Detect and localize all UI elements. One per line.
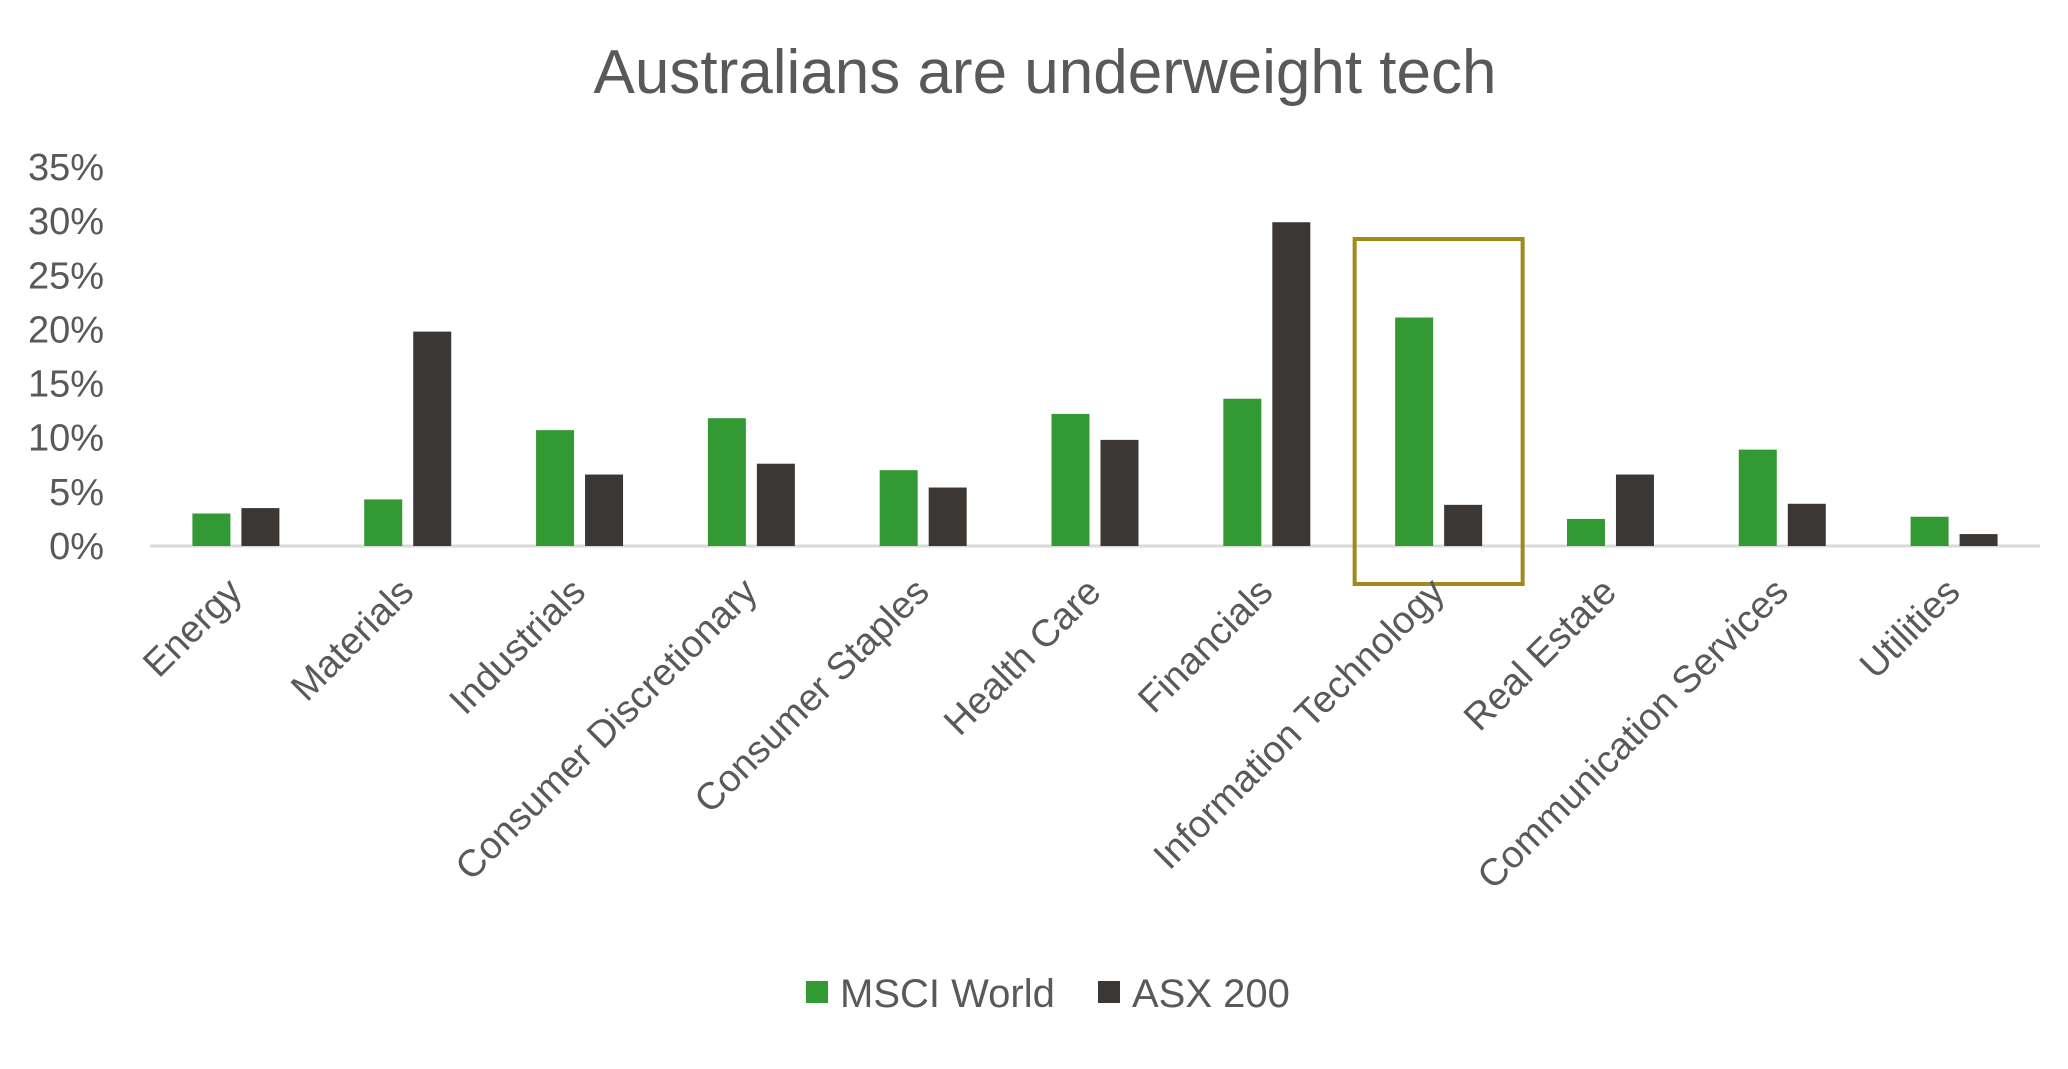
bar-msci-world <box>536 430 575 546</box>
bar-asx-200 <box>928 487 967 546</box>
bar-msci-world <box>1566 518 1605 546</box>
y-tick-label: 20% <box>28 309 104 351</box>
bar-asx-200 <box>1100 439 1139 546</box>
y-axis: 0% 5% 10% 15% 20% 25% 30% 35% <box>28 147 104 568</box>
bar-asx-200 <box>756 463 795 546</box>
y-tick-label: 0% <box>49 526 104 568</box>
y-tick-label: 10% <box>28 418 104 460</box>
bar-asx-200 <box>1615 474 1654 546</box>
x-tick-label: Information Technology <box>1146 571 1453 878</box>
bar-msci-world <box>1910 516 1949 546</box>
y-tick-label: 15% <box>28 364 104 406</box>
x-tick-label: Health Care <box>936 571 1109 744</box>
bar-msci-world <box>707 418 746 546</box>
y-tick-label: 25% <box>28 255 104 297</box>
bar-msci-world <box>192 513 231 546</box>
legend-label: MSCI World <box>840 972 1055 1016</box>
bar-msci-world <box>1738 449 1777 546</box>
x-tick-label: Energy <box>135 571 250 686</box>
legend-label: ASX 200 <box>1132 972 1290 1016</box>
bar-asx-200 <box>1787 503 1826 546</box>
bar-asx-200 <box>1272 222 1311 546</box>
x-tick-label: Communication Services <box>1470 571 1797 898</box>
y-tick-label: 35% <box>28 147 104 189</box>
bar-msci-world <box>364 499 403 546</box>
highlight-group <box>1352 237 1525 586</box>
x-tick-label: Industrials <box>442 571 594 723</box>
x-tick-label: Materials <box>283 571 422 710</box>
bar-msci-world <box>1395 317 1434 546</box>
bar-asx-200 <box>1959 534 1998 546</box>
x-tick-label: Utilities <box>1852 571 1968 687</box>
chart-title: Australians are underweight tech <box>594 38 1497 107</box>
bar-msci-world <box>1223 398 1262 546</box>
x-tick-label: Financials <box>1131 571 1282 722</box>
bar-msci-world <box>879 470 918 546</box>
legend-swatch <box>806 981 828 1003</box>
bar-msci-world <box>1051 413 1090 546</box>
legend-swatch <box>1098 981 1120 1003</box>
bar-asx-200 <box>585 474 624 546</box>
bar-asx-200 <box>1444 504 1483 546</box>
x-tick-label: Real Estate <box>1456 571 1625 740</box>
y-tick-label: 5% <box>49 472 104 514</box>
y-tick-label: 30% <box>28 201 104 243</box>
legend: MSCI World ASX 200 <box>806 972 1290 1016</box>
bars-group <box>192 222 1998 546</box>
highlight-box <box>1352 237 1525 586</box>
x-tick-label: Consumer Discretionary <box>448 571 766 889</box>
bar-asx-200 <box>413 331 452 546</box>
bar-asx-200 <box>241 508 280 546</box>
